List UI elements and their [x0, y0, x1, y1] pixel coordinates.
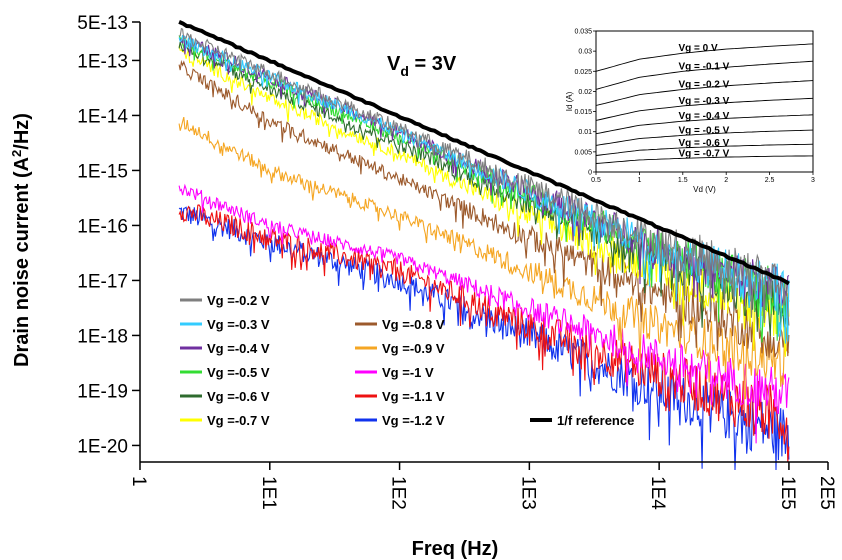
- series-line-vg-1-2-v: [178, 206, 790, 471]
- x-tick-label: 1E4: [647, 476, 668, 510]
- inset-y-tick-label: 0.02: [578, 89, 592, 96]
- inset-curve-label: Vg = -0.5 V: [678, 125, 729, 136]
- x-tick-label: 1E3: [517, 476, 538, 510]
- inset-curve-label: Vg = -0.1 V: [678, 61, 729, 72]
- y-tick-label: 1E-13: [77, 51, 128, 72]
- series-line-vg-0-3-v: [178, 34, 790, 344]
- inset-x-tick-label: 2.5: [765, 177, 775, 184]
- inset-y-tick-label: 0.015: [574, 109, 592, 116]
- inset-x-axis-title: Vd (V): [693, 185, 716, 194]
- y-tick-label: 1E-18: [77, 326, 128, 347]
- x-axis-title: Freq (Hz): [412, 538, 499, 560]
- legend-label: Vg =-0.7 V: [207, 413, 270, 428]
- legend-label: Vg =-1 V: [382, 365, 434, 380]
- series-line-vg-0-9-v: [178, 116, 790, 400]
- series-line-1-f-reference: [178, 20, 790, 286]
- series-line-vg-0-8-v: [178, 59, 790, 358]
- inset-frame: [595, 30, 814, 173]
- inset-x-tick-label: 3: [811, 177, 815, 184]
- legend-label: Vg =-0.4 V: [207, 341, 270, 356]
- inset-y-tick-label: 0.01: [578, 129, 592, 136]
- tick-layer: 5E-13 1E-13 1E-14 1E-15 1E-16 1E-17 1E-18 1E-19…: [77, 13, 837, 510]
- y-tick-label: 1E-19: [77, 381, 128, 402]
- inset-y-axis-title: Id (A): [565, 91, 574, 111]
- y-tick-label: 1E-16: [77, 216, 128, 237]
- legend-label: Vg =-0.2 V: [207, 293, 270, 308]
- y-axis-title: Drain noise current (A2/Hz): [9, 113, 33, 367]
- axes-layer: [139, 22, 828, 463]
- legend-label: Vg =-1.1 V: [382, 389, 445, 404]
- inset-curve: [595, 143, 814, 156]
- legend: Vg =-0.2 V Vg =-0.3 V Vg =-0.4 V Vg =-0.5 V…: [180, 293, 634, 428]
- vd-annotation-main: V: [387, 53, 401, 75]
- legend-label: Vg =-1.2 V: [382, 413, 445, 428]
- inset-x-tick-label: 1.5: [678, 177, 688, 184]
- inset-y-tick-label: 0.03: [578, 49, 592, 56]
- legend-label: Vg =-0.5 V: [207, 365, 270, 380]
- inset-x-tick-label: 1: [637, 177, 641, 184]
- legend-label: Vg =-0.8 V: [382, 317, 445, 332]
- inset-curve-label: Vg = 0 V: [678, 43, 718, 54]
- inset-y-tick-label: 0.025: [574, 69, 592, 76]
- y-tick-label: 1E-17: [77, 271, 128, 292]
- y-tick-label: 1E-15: [77, 161, 128, 182]
- inset-curve: [595, 114, 814, 135]
- vd-annotation-rest: = 3V: [409, 53, 457, 75]
- inset-curve-label: Vg = -0.2 V: [678, 79, 729, 90]
- x-tick-label: 1E2: [388, 476, 409, 510]
- inset-chart: 0 0.005 0.01 0.015 0.02 0.025 0.03 0.035 0.5 1 1.5…: [565, 29, 815, 195]
- legend-label: Vg =-0.9 V: [382, 341, 445, 356]
- inset-curve: [595, 43, 814, 72]
- inset-x-tick-label: 2: [724, 177, 728, 184]
- inset-y-tick-label: 0.035: [574, 29, 592, 36]
- legend-label: 1/f reference: [557, 413, 634, 428]
- x-tick-label: 2E5: [816, 476, 837, 510]
- y-axis-title-end: /Hz): [11, 113, 33, 150]
- vd-annotation: Vd = 3V: [387, 53, 457, 79]
- series-line-vg-1-v: [178, 183, 790, 444]
- series-line-vg-0-2-v: [178, 27, 790, 326]
- inset-y-tick-label: 0: [588, 170, 592, 177]
- inset-curve-label: Vg = -0.6 V: [678, 138, 729, 149]
- legend-label: Vg =-0.6 V: [207, 389, 270, 404]
- y-axis-title-sup: 2: [9, 150, 24, 157]
- y-tick-label: 1E-14: [77, 106, 128, 127]
- inset-curve: [595, 97, 814, 121]
- y-tick-label: 5E-13: [77, 13, 128, 34]
- inset-curve-label: Vg = -0.7 V: [678, 148, 729, 159]
- x-tick-label: 1E5: [777, 476, 798, 510]
- inset-curve: [595, 129, 814, 146]
- series-layer: [178, 20, 790, 471]
- inset-curve: [595, 155, 813, 164]
- vd-annotation-sub: d: [400, 63, 409, 79]
- y-axis-title-main: Drain noise current (A: [11, 157, 33, 367]
- inset-y-tick-label: 0.005: [574, 149, 592, 156]
- inset-x-tick-label: 0.5: [591, 177, 601, 184]
- legend-label: Vg =-0.3 V: [207, 317, 270, 332]
- inset-curve: [595, 60, 814, 90]
- x-tick-label: 1: [128, 476, 149, 487]
- inset-curve-label: Vg = -0.3 V: [678, 96, 729, 107]
- x-tick-label: 1E1: [258, 476, 279, 510]
- y-tick-label: 1E-20: [77, 436, 128, 457]
- inset-curve-label: Vg = -0.4 V: [678, 111, 729, 122]
- inset-curve: [595, 80, 814, 106]
